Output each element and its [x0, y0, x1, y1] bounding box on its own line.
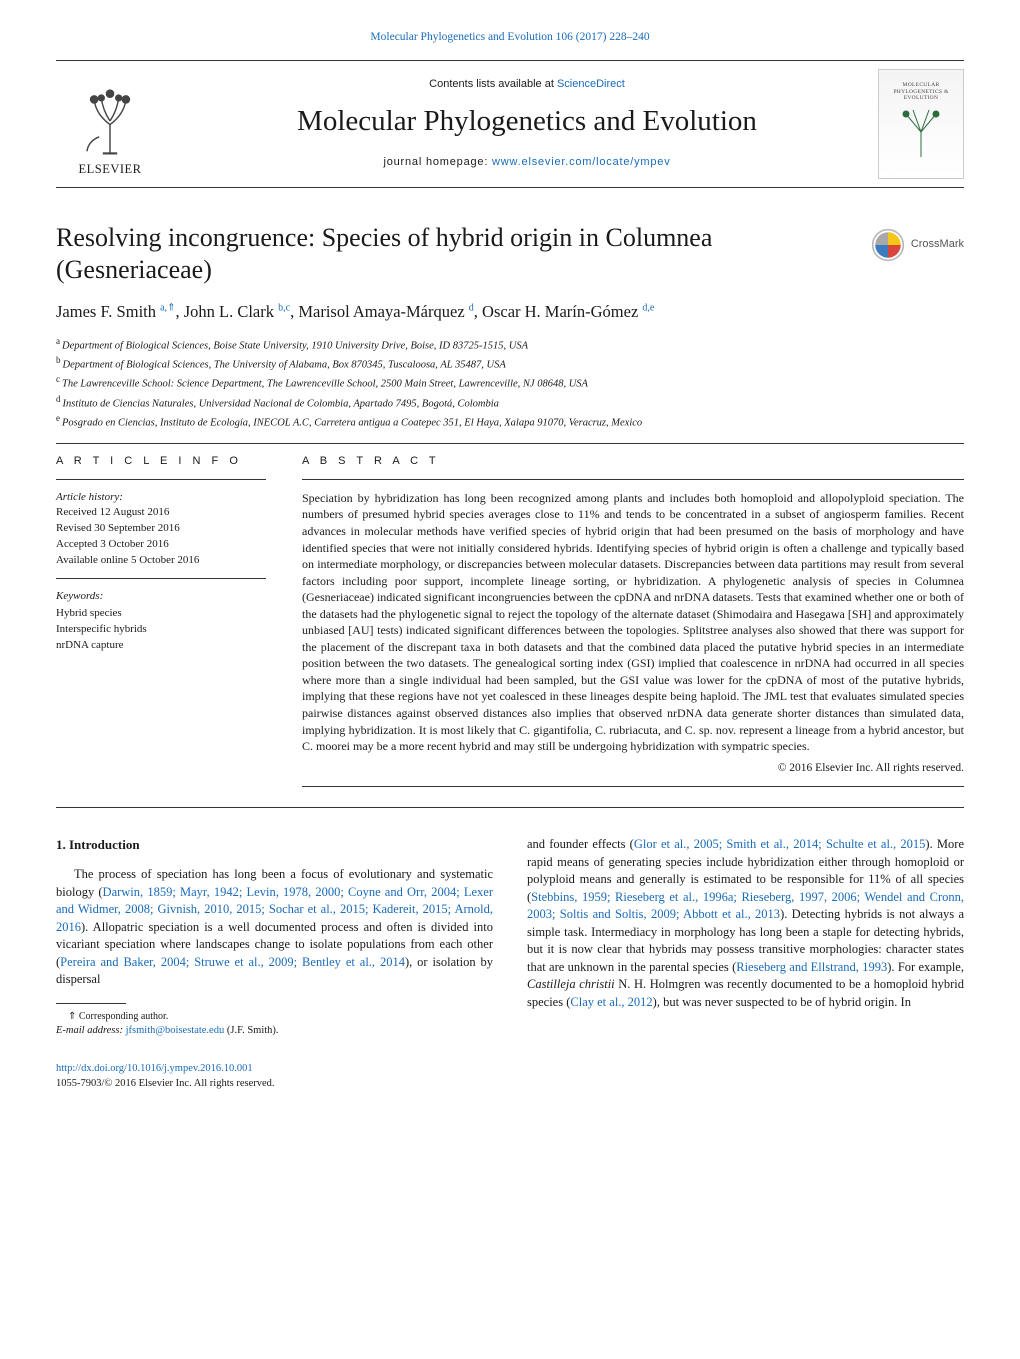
author-2: John L. Clark: [184, 302, 274, 321]
abstract-text: Speciation by hybridization has long bee…: [302, 490, 964, 755]
author-4: Oscar H. Marín-Gómez: [482, 302, 638, 321]
publisher-logo: ELSEVIER: [56, 70, 164, 178]
crossmark-label: CrossMark: [911, 237, 964, 252]
text: and founder effects (: [527, 837, 634, 851]
homepage-prefix: journal homepage:: [383, 156, 492, 168]
citation-link[interactable]: Rieseberg and Ellstrand, 1993: [736, 960, 887, 974]
affiliation-d: Instituto de Ciencias Naturales, Univers…: [63, 398, 499, 409]
crossmark-icon: [871, 228, 905, 262]
doi-link[interactable]: http://dx.doi.org/10.1016/j.ympev.2016.1…: [56, 1063, 253, 1074]
history-line: Accepted 3 October 2016: [56, 537, 266, 553]
sciencedirect-link[interactable]: ScienceDirect: [557, 78, 625, 90]
journal-cover-thumbnail: MOLECULAR PHYLOGENETICS & EVOLUTION: [878, 69, 964, 179]
authors-line: James F. Smith a,⇑, John L. Clark b,c, M…: [56, 301, 964, 323]
affiliations: aDepartment of Biological Sciences, Bois…: [56, 335, 964, 431]
journal-homepage-link[interactable]: www.elsevier.com/locate/ympev: [492, 156, 670, 168]
abstract-column: A B S T R A C T Speciation by hybridizat…: [302, 454, 964, 797]
email-label: E-mail address:: [56, 1025, 126, 1036]
history-line: Revised 30 September 2016: [56, 521, 266, 537]
intro-paragraph-1: The process of speciation has long been …: [56, 866, 493, 989]
masthead-center: Contents lists available at ScienceDirec…: [176, 77, 878, 170]
citation-link[interactable]: Pereira and Baker, 2004; Struwe et al., …: [60, 955, 405, 969]
citation-link[interactable]: Glor et al., 2005; Smith et al., 2014; S…: [634, 837, 926, 851]
article-title: Resolving incongruence: Species of hybri…: [56, 222, 853, 287]
keyword: nrDNA capture: [56, 638, 266, 654]
sep: ,: [474, 302, 482, 321]
contents-prefix: Contents lists available at: [429, 78, 557, 90]
keyword: Interspecific hybrids: [56, 622, 266, 638]
publisher-name: ELSEVIER: [78, 161, 141, 178]
divider: [56, 443, 964, 444]
author-2-aff[interactable]: b,c: [278, 302, 290, 313]
corr-label: ⇑ Corresponding author.: [68, 1011, 168, 1022]
history-line: Available online 5 October 2016: [56, 553, 266, 569]
intro-paragraph-2: and founder effects (Glor et al., 2005; …: [527, 836, 964, 1011]
top-citation-link[interactable]: Molecular Phylogenetics and Evolution 10…: [370, 31, 649, 43]
footnote-separator: [56, 1003, 126, 1004]
email-link[interactable]: jfsmith@boisestate.edu: [126, 1025, 225, 1036]
author-4-aff[interactable]: d,e: [642, 302, 654, 313]
citation-link[interactable]: Clay et al., 2012: [570, 995, 652, 1009]
masthead: ELSEVIER Contents lists available at Sci…: [56, 60, 964, 188]
abstract-copyright: © 2016 Elsevier Inc. All rights reserved…: [302, 761, 964, 777]
section-heading-intro: 1. Introduction: [56, 836, 493, 854]
history-line: Received 12 August 2016: [56, 505, 266, 521]
sep: ,: [175, 302, 183, 321]
affiliation-a: Department of Biological Sciences, Boise…: [62, 340, 528, 351]
article-info-heading: A R T I C L E I N F O: [56, 454, 266, 469]
keyword: Hybrid species: [56, 606, 266, 622]
affiliation-b: Department of Biological Sciences, The U…: [63, 360, 506, 371]
article-info-column: A R T I C L E I N F O Article history: R…: [56, 454, 266, 797]
email-suffix: (J.F. Smith).: [224, 1025, 278, 1036]
keywords-label: Keywords:: [56, 589, 266, 604]
abstract-heading: A B S T R A C T: [302, 454, 964, 469]
issn-copyright: 1055-7903/© 2016 Elsevier Inc. All right…: [56, 1078, 275, 1089]
divider: [56, 807, 964, 808]
article-title-text: Resolving incongruence: Species of hybri…: [56, 223, 712, 285]
affiliation-e: Posgrado en Ciencias, Instituto de Ecolo…: [62, 417, 642, 428]
elsevier-tree-icon: [74, 85, 146, 157]
author-3: Marisol Amaya-Márquez: [298, 302, 464, 321]
crossmark-badge[interactable]: CrossMark: [871, 228, 964, 262]
cover-art-icon: [891, 102, 951, 162]
history-label: Article history:: [56, 490, 266, 505]
body-columns: 1. Introduction The process of speciatio…: [56, 836, 964, 1091]
corresponding-author-footnote: ⇑ Corresponding author. E-mail address: …: [56, 1010, 493, 1038]
footer-block: http://dx.doi.org/10.1016/j.ympev.2016.1…: [56, 1062, 493, 1091]
affiliation-c: The Lawrenceville School: Science Depart…: [62, 379, 588, 390]
author-1: James F. Smith: [56, 302, 156, 321]
journal-name: Molecular Phylogenetics and Evolution: [176, 102, 878, 141]
cover-title: MOLECULAR PHYLOGENETICS & EVOLUTION: [883, 82, 959, 102]
text: ), but was never suspected to be of hybr…: [653, 995, 911, 1009]
text: ). For example,: [887, 960, 964, 974]
species-name: Castilleja christii: [527, 977, 615, 991]
